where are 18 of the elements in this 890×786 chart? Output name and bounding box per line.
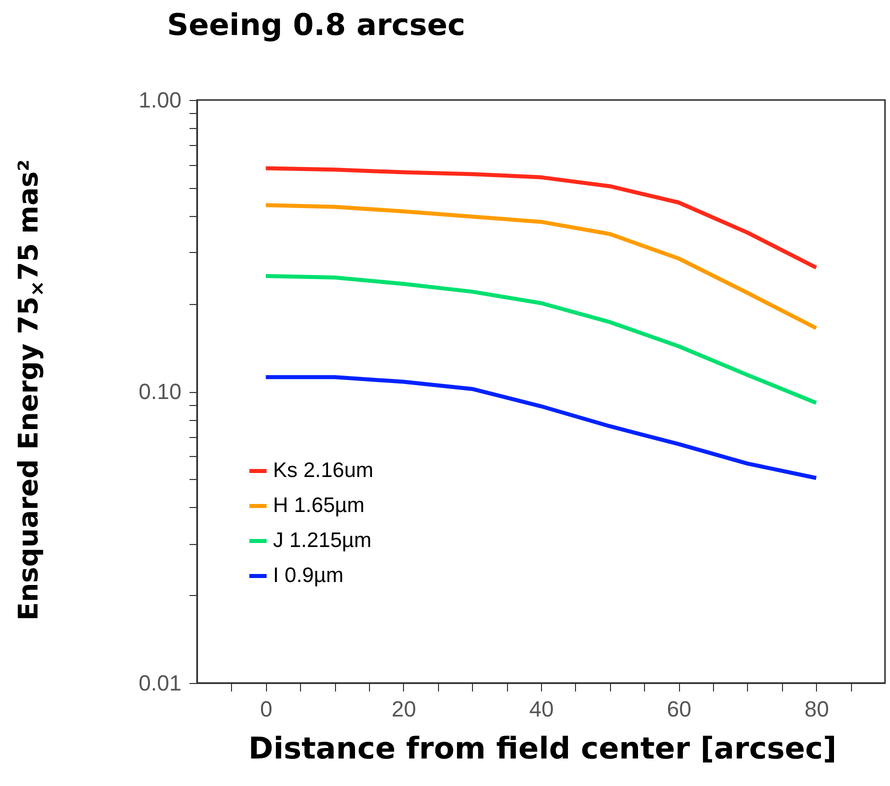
x-axis-title: Distance from field center [arcsec]: [248, 732, 837, 766]
y-tick-label: 0.01: [138, 670, 182, 696]
legend-label: H 1.65µm: [273, 494, 364, 517]
x-tick-label: 60: [666, 696, 692, 722]
x-tick-label: 0: [260, 696, 272, 722]
x-tick-label: 20: [392, 696, 416, 722]
y-tick-label: 0.10: [138, 379, 182, 404]
line-series: [264, 274, 818, 405]
x-tick-label: 80: [804, 696, 829, 722]
line-series: [264, 375, 818, 480]
legend-label: I 0.9µm: [273, 564, 344, 587]
y-tick-label: 1.00: [138, 88, 182, 112]
legend-label: Ks 2.16um: [273, 459, 374, 482]
x-tick-label: 40: [529, 696, 554, 722]
chart-title: Seeing 0.8 arcsec: [167, 8, 466, 43]
legend-label: J 1.215µm: [273, 529, 372, 552]
line-series: [264, 166, 818, 270]
line-series: [264, 203, 818, 330]
